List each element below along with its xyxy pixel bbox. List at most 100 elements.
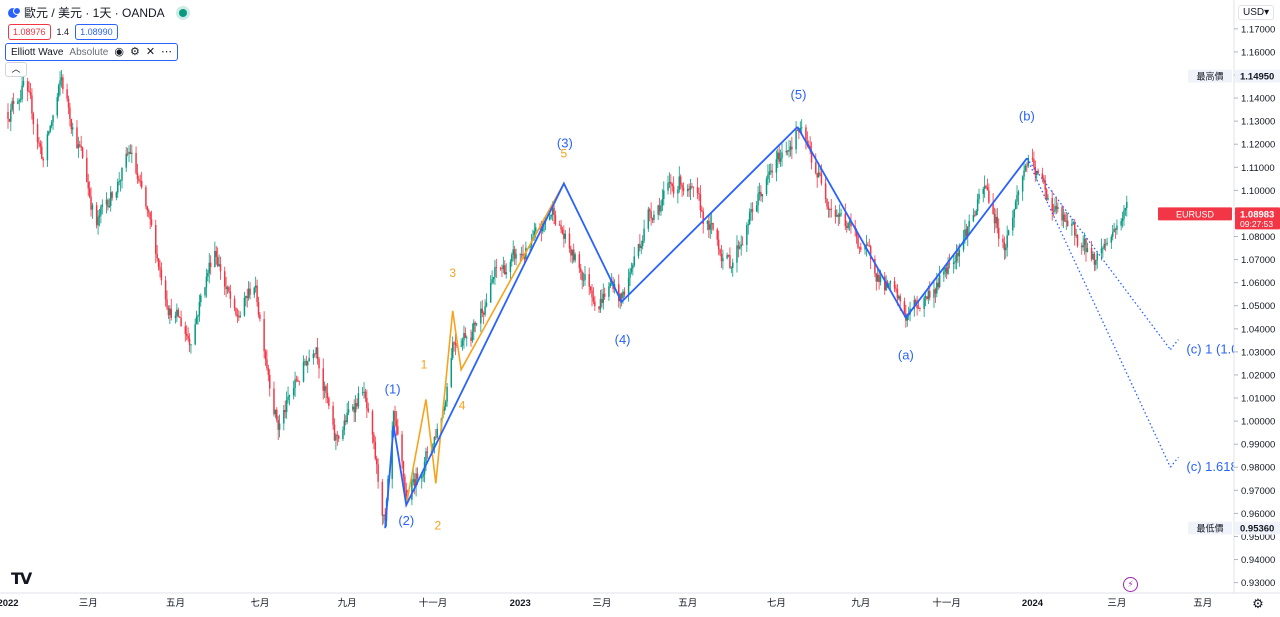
more-icon[interactable]: ⋯: [161, 45, 173, 58]
candle: [80, 135, 82, 151]
candle: [273, 381, 275, 417]
close-icon[interactable]: ✕: [145, 45, 156, 58]
minor-wave-line[interactable]: [405, 183, 565, 506]
lightning-icon[interactable]: ⚡: [1123, 577, 1138, 592]
candle-body: [771, 170, 773, 173]
major-wave-label: (3): [557, 135, 573, 150]
candle: [489, 275, 492, 303]
symbol-logo-icon: [8, 6, 21, 18]
candle: [709, 214, 711, 239]
candle: [983, 175, 986, 198]
candle: [97, 210, 99, 235]
candle-body: [993, 213, 996, 224]
symbol-title[interactable]: 歐元 / 美元 · 1天 · OANDA: [24, 6, 165, 20]
candle-body: [464, 333, 467, 338]
candle: [712, 222, 714, 231]
candle-body: [495, 267, 498, 269]
indicator-legend[interactable]: Elliott Wave Absolute ◉ ⚙ ✕ ⋯: [5, 43, 179, 61]
x-tick-label: 五月: [166, 598, 185, 609]
candle-body: [1024, 165, 1027, 171]
eye-icon[interactable]: ◉: [114, 45, 124, 58]
candle-body: [97, 216, 99, 226]
candle: [71, 122, 74, 137]
candle-body: [17, 101, 19, 104]
candle: [100, 204, 102, 224]
candle-body: [246, 296, 248, 298]
candle-body: [1104, 243, 1107, 245]
highest-price-tag: 最高價: [1196, 71, 1223, 82]
candle: [243, 291, 246, 317]
candle: [415, 467, 417, 497]
candle: [121, 167, 123, 189]
candle: [1037, 168, 1039, 175]
candle-body: [463, 333, 465, 341]
candle-body: [461, 340, 464, 346]
major-wave-line[interactable]: [384, 126, 799, 529]
gear-icon[interactable]: ⚙: [1252, 596, 1264, 611]
x-tick-label: 2023: [510, 598, 531, 609]
x-tick-label: 三月: [79, 598, 98, 609]
candle: [639, 234, 641, 252]
candle: [450, 348, 453, 389]
candle-body: [395, 420, 398, 427]
candle-body: [620, 293, 623, 299]
candle: [1124, 207, 1127, 216]
y-tick-label: 1.01000: [1241, 394, 1275, 405]
candle: [1104, 239, 1107, 252]
candle-body: [473, 322, 475, 332]
candle: [560, 219, 562, 234]
candle-body: [354, 403, 357, 413]
candle-body: [471, 331, 474, 341]
candle: [867, 241, 869, 247]
candle-body: [572, 249, 575, 261]
candle-body: [947, 263, 949, 274]
candle-body: [146, 206, 149, 211]
candle: [174, 311, 177, 324]
currency-button[interactable]: USD▾: [1238, 5, 1275, 20]
candle: [982, 186, 984, 203]
candle: [461, 337, 464, 351]
candle: [39, 140, 42, 155]
candle: [76, 120, 78, 149]
candle-body: [243, 297, 246, 316]
sell-price-button[interactable]: 1.08976: [8, 24, 51, 40]
buy-price-button[interactable]: 1.08990: [75, 24, 118, 40]
candle-body: [937, 282, 939, 288]
candle: [481, 300, 484, 318]
price-axis[interactable]: [1234, 0, 1280, 617]
candle: [8, 118, 11, 123]
candle-body: [256, 285, 258, 303]
candle: [919, 306, 921, 312]
candle: [336, 430, 339, 446]
candle: [768, 163, 771, 183]
candle: [401, 430, 403, 469]
tradingview-logo[interactable]: TV: [11, 569, 32, 588]
candle: [1043, 175, 1045, 185]
candle-body: [726, 254, 728, 259]
candle: [98, 208, 101, 227]
candle: [405, 482, 408, 500]
candle-body: [326, 392, 329, 399]
correction-wave-line[interactable]: [796, 126, 1028, 320]
candle: [1121, 211, 1124, 228]
candle-body: [288, 395, 291, 397]
candle-body: [855, 229, 858, 237]
candle-body: [223, 271, 226, 287]
settings-icon[interactable]: ⚙: [129, 45, 140, 58]
candle: [568, 227, 571, 253]
candle: [323, 381, 326, 398]
candle: [470, 329, 472, 347]
candle: [671, 182, 673, 192]
candle: [140, 171, 143, 190]
candle-body: [1111, 232, 1114, 237]
candle: [107, 198, 109, 211]
candle: [480, 301, 482, 332]
candle-body: [1005, 247, 1007, 251]
collapse-icon[interactable]: ︿: [5, 62, 27, 77]
candle-body: [481, 308, 484, 313]
candle: [1021, 175, 1024, 201]
candle-body: [962, 239, 965, 250]
candle-body: [450, 358, 453, 387]
